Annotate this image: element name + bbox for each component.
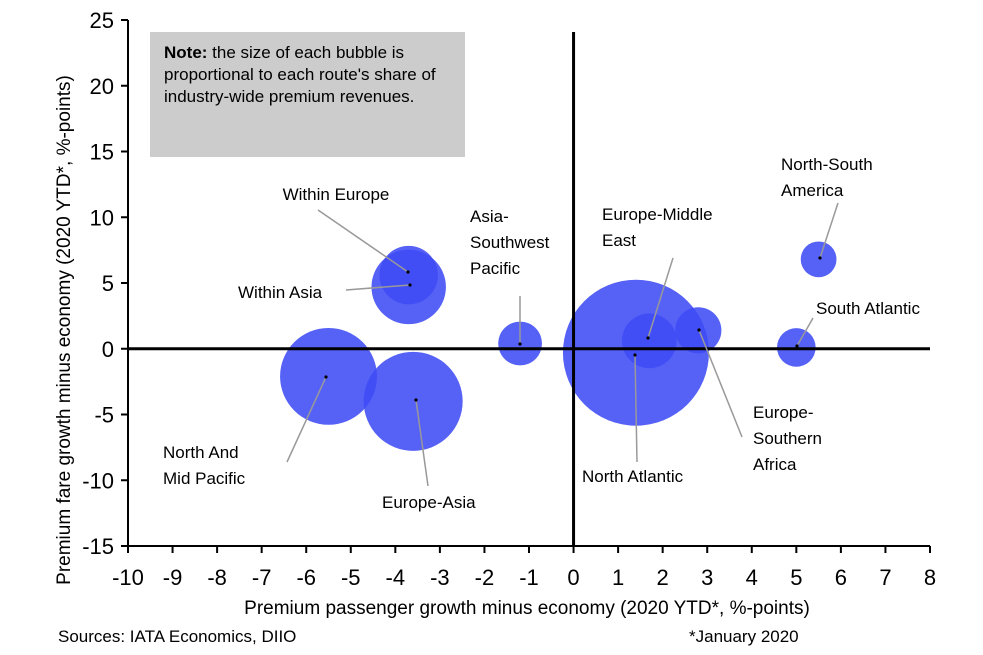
x-tick-label: -10	[112, 565, 144, 590]
leader-line	[647, 257, 674, 339]
bubble-center-dot	[414, 398, 418, 402]
leader-lines-layer	[286, 202, 839, 487]
bubble-label: North Atlantic	[582, 467, 684, 486]
x-tick-label: -5	[341, 565, 361, 590]
bubbles-layer	[280, 241, 837, 451]
bubble-center-dot	[408, 283, 412, 287]
bubble-label-line: Mid Pacific	[163, 469, 246, 488]
bubble-labels-layer: Within Europe Within Asia Asia- Southwest Pa…	[163, 155, 920, 512]
bubble-label-line: Europe-	[753, 403, 813, 422]
tick-labels-layer: -10 -9 -8 -7 -6 -5 -4 -3 -2 -1 0 1 2 3 4 5 6 7 82520151050…	[82, 8, 936, 590]
bubble-center-dot	[406, 270, 410, 274]
bubble-label-line: America	[781, 181, 844, 200]
bubble	[800, 241, 837, 278]
bubble-label-line: North Atlantic	[582, 467, 684, 486]
x-tick-label: 2	[657, 565, 669, 590]
bubble-label-line: Within Europe	[283, 185, 390, 204]
axes-layer	[121, 19, 931, 553]
bubble	[379, 245, 438, 305]
bubble-label-line: North And	[163, 443, 239, 462]
bubble-label: Within Europe	[283, 185, 390, 204]
bubble-label-line: Southwest	[470, 233, 550, 252]
x-tick-label: -3	[430, 565, 450, 590]
sources-text: Sources: IATA Economics, DIIO	[58, 627, 296, 646]
x-tick-label: -9	[163, 565, 183, 590]
x-tick-label: 5	[790, 565, 802, 590]
bubble-label: Europe-Asia	[382, 493, 476, 512]
bubble	[280, 327, 377, 425]
note-bold: Note:	[164, 43, 208, 62]
bubble	[621, 313, 677, 369]
x-tick-label: -8	[207, 565, 227, 590]
y-tick-label: 25	[90, 8, 114, 33]
y-tick-label: 10	[90, 205, 114, 230]
leader-line	[819, 202, 839, 259]
bubble-label-line: North-South	[781, 155, 873, 174]
bubble	[363, 351, 463, 451]
x-tick-label: 8	[924, 565, 936, 590]
y-tick-label: 20	[90, 74, 114, 99]
bubble-label: North And Mid Pacific	[163, 443, 246, 488]
leader-line	[345, 284, 411, 291]
bubble-center-dot	[646, 336, 650, 340]
y-tick-label: 0	[102, 337, 114, 362]
y-tick-label: -5	[94, 403, 114, 428]
x-tick-label: 1	[612, 565, 624, 590]
bubble-center-dot	[818, 256, 822, 260]
leader-line	[796, 317, 814, 347]
bubble-label: North-South America	[781, 155, 873, 200]
y-tick-label: 5	[102, 271, 114, 296]
x-tick-label: -1	[519, 565, 539, 590]
x-tick-label: -7	[252, 565, 272, 590]
x-axis-title: Premium passenger growth minus economy (…	[244, 598, 810, 619]
x-tick-label: -2	[475, 565, 495, 590]
x-tick-label: 6	[835, 565, 847, 590]
leader-line	[317, 209, 409, 273]
x-tick-label: 4	[746, 565, 758, 590]
leader-line	[286, 376, 327, 463]
bubble-label-line: East	[602, 231, 636, 250]
x-tick-label: 7	[879, 565, 891, 590]
bubble-label-line: Southern	[753, 429, 822, 448]
bubble-label-line: Within Asia	[238, 283, 323, 302]
leader-line	[634, 354, 638, 463]
x-tick-label: -6	[296, 565, 316, 590]
bubble-center-dot	[324, 375, 328, 379]
leader-line	[698, 329, 743, 438]
bubble-label: Europe- Southern Africa	[753, 403, 822, 474]
bubble-label-line: Africa	[753, 455, 797, 474]
y-tick-label: -15	[82, 534, 114, 559]
bubble-label-line: South Atlantic	[816, 299, 920, 318]
bubble-label: Asia- Southwest Pacific	[470, 207, 550, 278]
bubble-label-line: Pacific	[470, 259, 521, 278]
bubble-center-dot	[795, 344, 799, 348]
y-tick-label: -10	[82, 468, 114, 493]
bubble-label: Europe-Middle East	[602, 205, 713, 250]
bubble-label-line: Asia-	[470, 207, 509, 226]
bubble-label: South Atlantic	[816, 299, 920, 318]
bubble-center-dot	[633, 353, 637, 357]
bubble-label-line: Europe-Asia	[382, 493, 476, 512]
bubble-label-line: Europe-Middle	[602, 205, 713, 224]
footnote-text: *January 2020	[689, 627, 799, 646]
note-box: Note: the size of each bubble is proport…	[150, 32, 465, 157]
bubble-label: Within Asia	[238, 283, 323, 302]
x-tick-label: -4	[386, 565, 406, 590]
leader-line	[415, 399, 429, 487]
bubble-center-dot	[697, 328, 701, 332]
y-tick-label: 15	[90, 140, 114, 165]
bubble-center-dot	[518, 342, 522, 346]
x-tick-label: 0	[567, 565, 579, 590]
note-text: the size of each bubble is proportional …	[164, 43, 436, 106]
y-axis-title: Premium fare growth minus economy (2020 …	[54, 75, 75, 585]
x-tick-label: 3	[701, 565, 713, 590]
zero-lines-layer	[128, 32, 930, 546]
